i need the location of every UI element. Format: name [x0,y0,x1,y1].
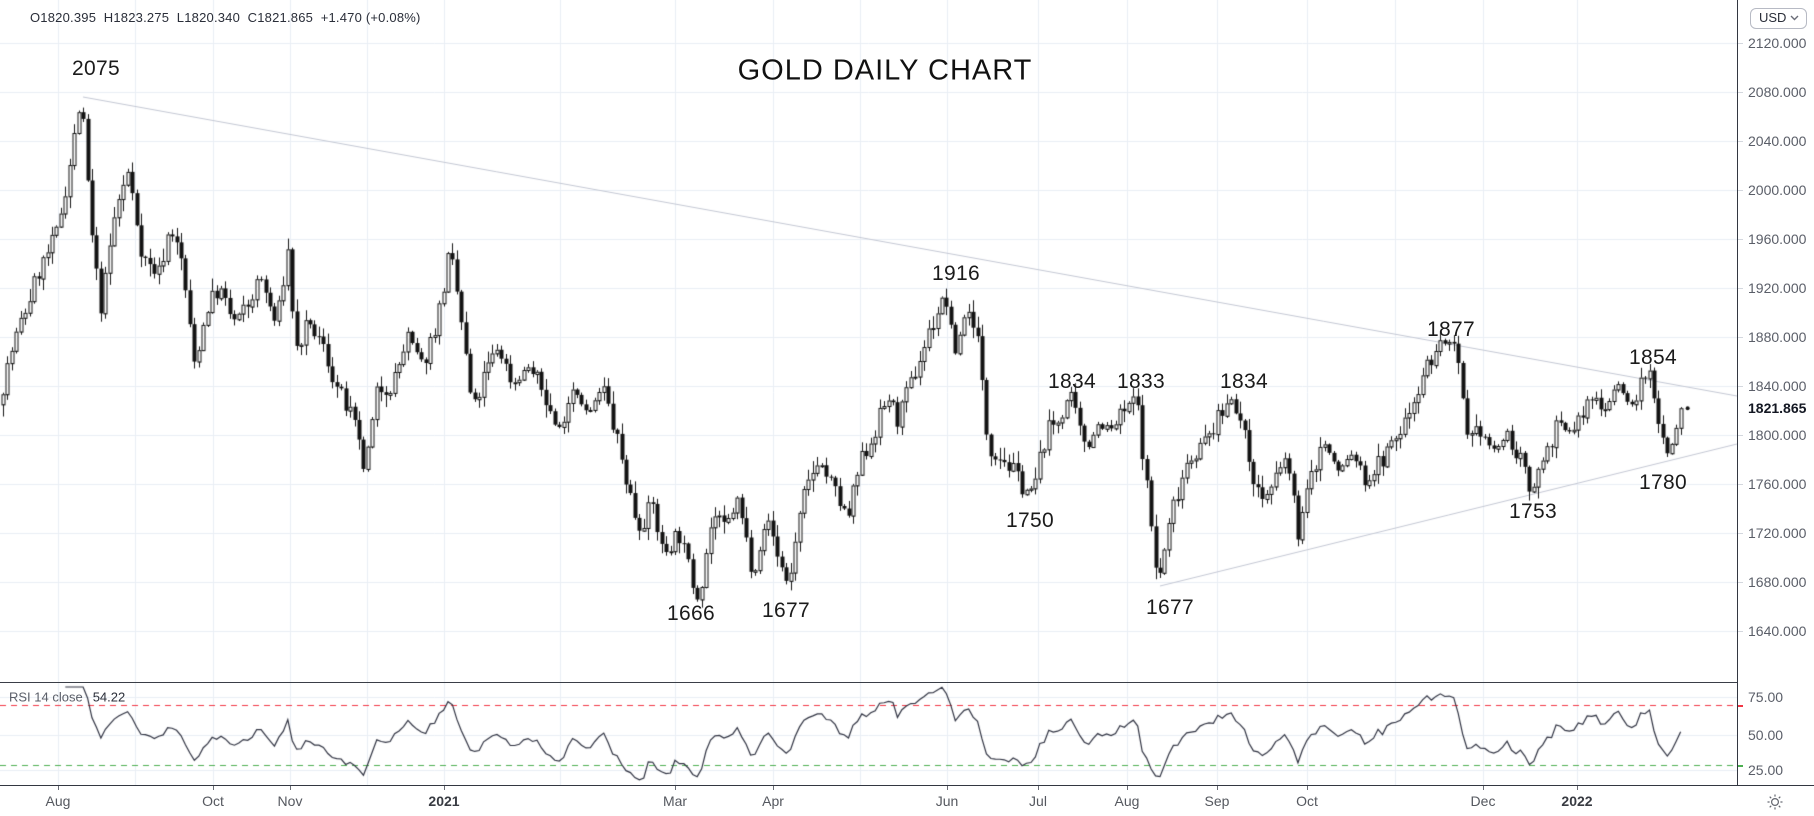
price-axis-label: 1640.000 [1748,623,1807,639]
gear-icon [1767,794,1783,810]
price-axis-label: 1920.000 [1748,280,1807,296]
time-axis[interactable]: Aug Oct Nov 2021 Mar Apr Jun Jul Aug Sep Oct Dec 202… [0,785,1814,816]
price-axis-tick [1738,288,1743,289]
last-price-label: 1821.865 [1748,400,1809,416]
time-axis-tick [947,786,948,790]
time-axis-month-label: Mar [662,793,688,809]
ohlc-info: O1820.395 H1823.275 L1820.340 C1821.865 … [30,10,421,25]
price-axis-tick [1738,92,1743,93]
time-axis-tick [290,786,291,790]
chart-canvas[interactable] [0,0,1737,785]
price-annotation: 1677 [1146,596,1194,619]
price-axis[interactable]: 2120.000 2080.000 2040.000 2000.000 1960.000… [1737,0,1814,785]
currency-selector-button[interactable]: USD [1750,8,1808,29]
price-annotation: 2075 [72,57,120,80]
price-axis-tick [1738,435,1743,436]
currency-label: USD [1759,10,1787,25]
rsi-label: RSI 14 close [9,689,83,705]
price-annotation: 1677 [762,599,810,622]
price-axis-label: 2040.000 [1748,133,1807,149]
time-axis-month-label: Dec [1470,793,1496,809]
chevron-down-icon [1790,15,1799,21]
price-axis-tick [1738,386,1743,387]
settings-button[interactable] [1762,792,1788,812]
price-annotation: 1833 [1117,370,1165,393]
price-axis-tick [1738,631,1743,632]
price-axis-label: 1880.000 [1748,329,1807,345]
time-axis-tick [213,786,214,790]
oversold-level-tick [1738,765,1743,767]
price-axis-label: 2000.000 [1748,182,1807,198]
time-axis-month-label: Oct [202,793,224,809]
chart-title: GOLD DAILY CHART [737,54,1033,87]
time-axis-year-label: 2021 [428,793,460,809]
price-axis-tick [1738,239,1743,240]
time-axis-tick [1483,786,1484,790]
time-axis-month-label: Jun [935,793,959,809]
time-axis-tick [675,786,676,790]
price-axis-label: 2120.000 [1748,35,1807,51]
price-annotation: 1877 [1427,318,1475,341]
time-axis-tick [1307,786,1308,790]
price-axis-tick [1738,141,1743,142]
time-axis-month-label: Oct [1296,793,1318,809]
price-annotation: 1666 [667,602,715,625]
price-axis-tick [1738,337,1743,338]
time-axis-year-label: 2022 [1561,793,1593,809]
price-axis-tick [1738,43,1743,44]
time-axis-tick [1127,786,1128,790]
overbought-level-tick [1738,705,1743,707]
price-axis-label: 1800.000 [1748,427,1807,443]
time-axis-month-label: Apr [762,793,784,809]
price-axis-label: 2080.000 [1748,84,1807,100]
price-annotation: 1753 [1509,500,1557,523]
price-axis-label: 1720.000 [1748,525,1807,541]
price-axis-label: 1960.000 [1748,231,1807,247]
rsi-indicator-label[interactable]: RSI 14 close 54.22 [9,690,125,705]
time-axis-month-label: Nov [277,793,303,809]
price-axis-tick [1738,190,1743,191]
price-annotation: 1916 [932,262,980,285]
time-axis-month-label: Jul [1029,793,1047,809]
time-axis-month-label: Aug [45,793,71,809]
price-axis-label: 1680.000 [1748,574,1807,590]
time-axis-tick [1577,786,1578,790]
price-axis-tick [1738,484,1743,485]
price-annotation: 1834 [1048,370,1096,393]
rsi-value: 54.22 [92,689,126,705]
price-axis-label: 1840.000 [1748,378,1807,394]
time-axis-tick [58,786,59,790]
price-axis-tick [1738,582,1743,583]
time-axis-tick [1038,786,1039,790]
rsi-axis-label: 25.00 [1748,762,1784,778]
time-axis-tick [773,786,774,790]
price-annotation: 1750 [1006,509,1054,532]
time-axis-tick [444,786,445,790]
price-annotation: 1854 [1629,346,1677,369]
price-annotation: 1834 [1220,370,1268,393]
pane-separator[interactable] [0,682,1814,683]
price-axis-tick [1738,533,1743,534]
time-axis-month-label: Aug [1114,793,1140,809]
rsi-axis-label: 50.00 [1748,727,1784,743]
rsi-axis-label: 75.00 [1748,689,1784,705]
price-axis-label: 1760.000 [1748,476,1807,492]
time-axis-month-label: Sep [1204,793,1230,809]
price-annotation: 1780 [1639,471,1687,494]
time-axis-tick [1217,786,1218,790]
